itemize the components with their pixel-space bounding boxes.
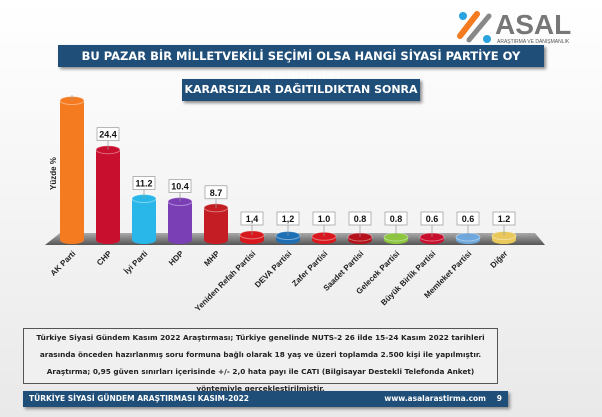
bar [204,207,228,240]
category-label: Zafer Partisi [290,249,329,288]
value-label: 0.8 [354,214,367,224]
category-label: Diğer [489,249,510,270]
footer-bar: TÜRKİYE SİYASİ GÜNDEM ARAŞTIRMASI KASIM-… [23,391,508,407]
bar-base [60,236,84,244]
chart-subtitle: KARARSIZLAR DAĞITILDIKTAN SONRA [182,79,420,101]
value-label-box [204,185,228,200]
value-label-box [348,211,372,226]
value-label: 1.2 [498,214,511,224]
value-label: 1,4 [246,214,259,224]
category-label: Yeniden Refah Partisi [193,249,257,313]
value-label: 1,2 [282,214,295,224]
value-label-box [384,211,408,226]
value-label-box [492,211,516,226]
value-label-box [312,211,336,226]
value-label: 0.6 [462,214,475,224]
logo-mark-icon: ASAL ARAŞTIRMA VE DANIŞMANLIK [457,9,571,45]
value-label-box [240,211,264,226]
methodology-note: Türkiye Siyasi Gündem Kasım 2022 Araştır… [23,328,498,393]
bar [60,100,84,240]
value-label: 8.7 [210,188,223,198]
bar [168,201,192,240]
category-label: DEVA Partisi [253,249,293,289]
category-label: AK Parti [49,249,78,278]
svg-text:ARAŞTIRMA VE DANIŞMANLIK: ARAŞTIRMA VE DANIŞMANLIK [497,39,570,45]
value-label-box [168,179,192,193]
value-label: 10.4 [171,182,189,192]
bar-base [168,236,192,244]
value-label-box [96,127,120,142]
page-number: 9 [496,394,502,403]
value-label: 0.8 [390,214,403,224]
y-axis-label: Yüzde % [49,157,58,190]
footer-title: TÜRKİYE SİYASİ GÜNDEM ARAŞTIRMASI KASIM-… [29,394,250,403]
bar-base [132,236,156,244]
value-label: 0.6 [426,214,439,224]
bar [96,149,120,240]
asal-logo: ASAL ARAŞTIRMA VE DANIŞMANLIK [455,6,600,46]
bar [132,198,156,240]
chart-title: BU PAZAR BİR MİLLETVEKİLİ SEÇİMİ OLSA HA… [58,45,544,85]
value-label: 24.4 [99,130,117,140]
category-label: İyi Parti [123,249,150,276]
category-label: CHP [95,249,114,268]
value-label-box [132,176,156,190]
value-label-box [420,211,444,226]
category-label: HDP [167,249,186,268]
value-label: 11.2 [135,179,152,189]
bar-base [204,236,228,244]
value-label-box [276,211,300,226]
footer-url[interactable]: www.asalarastirma.com [384,394,486,403]
value-label: 1.0 [318,214,331,224]
category-label: MHP [202,249,221,268]
value-label-box [456,211,480,226]
bar-base [96,236,120,244]
svg-text:ASAL: ASAL [495,9,571,40]
